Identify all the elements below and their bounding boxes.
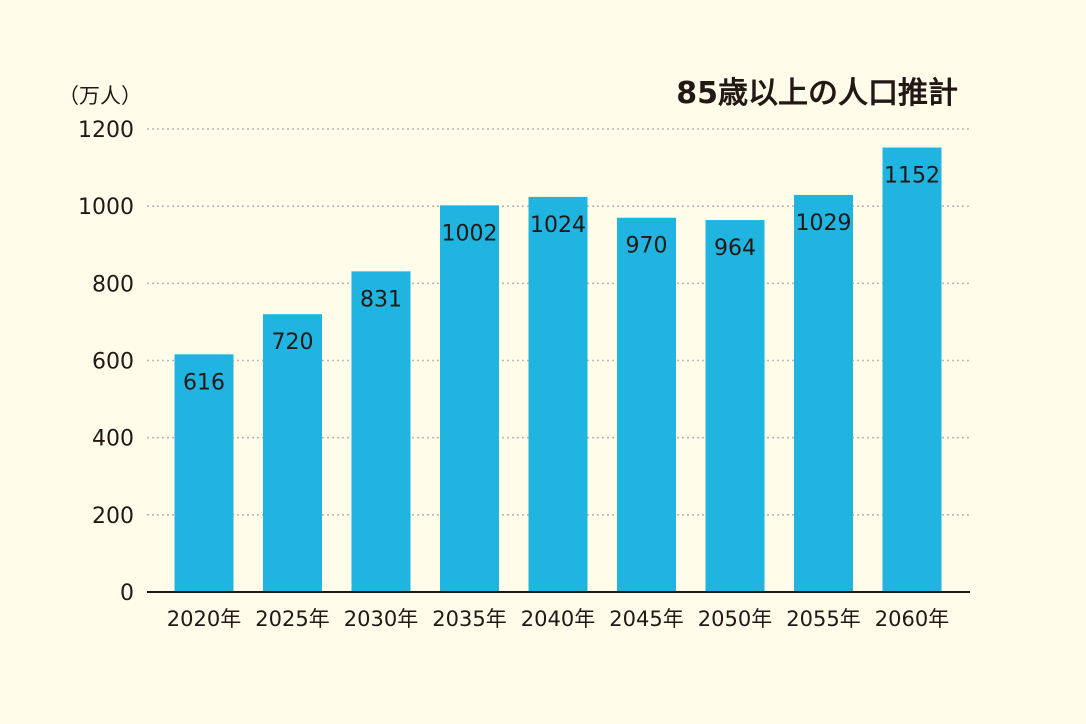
bar	[882, 147, 942, 592]
y-tick-label: 1000	[78, 195, 134, 220]
bar-value-label: 1029	[796, 211, 852, 236]
bar	[705, 220, 765, 592]
bar-value-label: 720	[272, 330, 314, 355]
bar-value-label: 616	[183, 370, 225, 395]
bar	[440, 205, 499, 592]
x-tick-label: 2035年	[432, 607, 506, 631]
bar	[351, 271, 411, 592]
x-tick-label: 2030年	[344, 607, 418, 631]
y-tick-label: 800	[92, 272, 134, 297]
chart-title: 85歳以上の人口推計	[676, 76, 958, 111]
bars	[174, 147, 942, 593]
bar	[263, 314, 322, 592]
y-tick-label: 600	[92, 350, 134, 375]
y-tick-label: 0	[120, 581, 134, 606]
y-tick-label: 200	[92, 504, 134, 529]
x-tick-label: 2045年	[609, 607, 683, 631]
bar	[174, 354, 234, 592]
y-tick-label: 1200	[78, 118, 134, 143]
x-tick-label: 2050年	[698, 607, 772, 631]
bar-value-label: 1024	[530, 213, 586, 238]
x-tick-label: 2025年	[255, 607, 329, 631]
x-tick-label: 2060年	[875, 607, 949, 631]
y-axis-ticks: 0 200 400 600 800 1000 1200	[78, 118, 134, 606]
bar-value-label: 831	[360, 287, 402, 312]
bar-value-label: 1152	[884, 164, 940, 189]
y-axis-unit-label: （万人）	[58, 84, 142, 108]
bar-value-label: 970	[626, 234, 668, 259]
x-tick-label: 2055年	[786, 607, 860, 631]
x-tick-label: 2020年	[167, 607, 241, 631]
bar-value-label: 1002	[442, 221, 498, 246]
bar	[794, 194, 853, 593]
bar	[528, 196, 588, 592]
x-axis-ticks: 2020年 2025年 2030年 2035年 2040年 2045年 2050年 2055年…	[167, 607, 949, 631]
x-tick-label: 2040年	[521, 607, 595, 631]
bar-value-label: 964	[714, 236, 756, 261]
value-labels: 616 720 831 1002 1024 970 964 1029 1152	[183, 164, 940, 396]
bar	[617, 217, 676, 592]
y-tick-label: 400	[92, 427, 134, 452]
